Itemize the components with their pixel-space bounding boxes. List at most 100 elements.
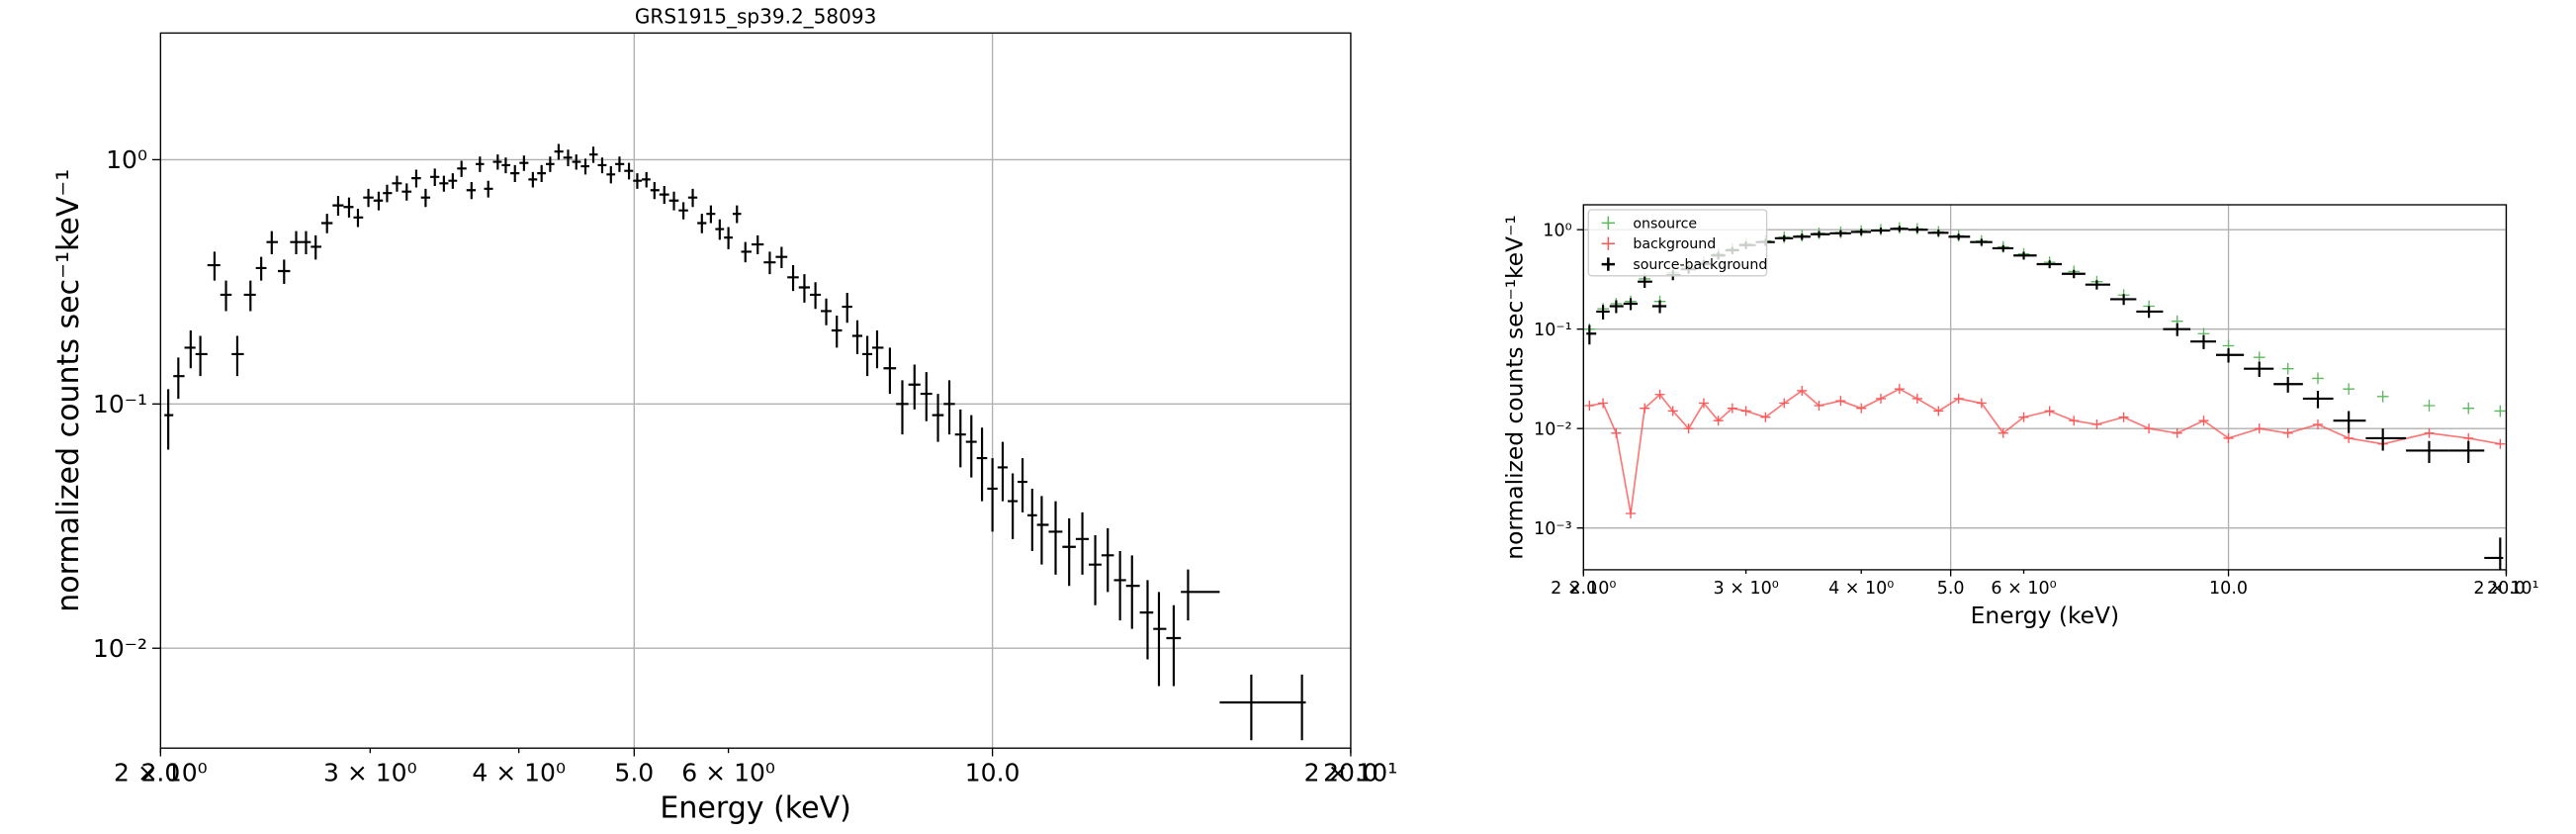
error-bar xyxy=(1810,231,1830,238)
error-bar xyxy=(1048,501,1063,575)
error-bar xyxy=(343,197,354,218)
error-bar xyxy=(243,280,256,312)
y-axis-label: normalized counts sec⁻¹keV⁻¹ xyxy=(51,169,86,612)
x-tick-label: 20.0 xyxy=(2487,579,2526,599)
error-bar xyxy=(810,282,822,310)
error-bar xyxy=(687,188,698,208)
error-bar xyxy=(872,329,884,369)
legend-label: background xyxy=(1633,236,1716,252)
error-bar xyxy=(741,241,752,263)
error-bar xyxy=(1871,228,1891,234)
error-bar xyxy=(430,168,440,187)
error-bar xyxy=(1089,535,1102,605)
error-bar xyxy=(1062,518,1076,587)
error-bar xyxy=(207,251,221,281)
x-tick-label: 20.0 xyxy=(1323,759,1378,788)
error-bar xyxy=(715,219,725,240)
error-bar xyxy=(697,214,707,233)
x-tick-label: 10.0 xyxy=(2209,579,2248,599)
error-bar xyxy=(383,184,393,203)
error-bar xyxy=(932,394,944,442)
error-bar xyxy=(466,182,477,200)
error-bar xyxy=(266,231,279,255)
error-bar xyxy=(392,175,402,192)
marker xyxy=(1953,393,1964,404)
error-bar xyxy=(1908,227,1928,233)
error-bar xyxy=(439,175,449,192)
error-bar xyxy=(1793,233,1811,240)
marker xyxy=(1640,403,1650,414)
marker xyxy=(1713,416,1724,426)
error-bar xyxy=(1139,580,1154,660)
error-bar xyxy=(842,293,852,324)
error-bar xyxy=(668,191,679,211)
error-bar xyxy=(650,182,660,200)
error-bar xyxy=(1036,496,1049,565)
error-bar xyxy=(528,171,538,188)
marker xyxy=(2044,406,2055,417)
error-bar xyxy=(580,158,590,175)
error-bar xyxy=(2085,280,2111,290)
error-bar xyxy=(1774,234,1794,242)
error-bar xyxy=(787,265,799,292)
error-bar xyxy=(320,214,333,233)
error-bar xyxy=(2406,440,2449,464)
chart-title: GRS1915_sp39.2_58093 xyxy=(635,4,876,28)
marker xyxy=(1911,393,1922,404)
error-bar xyxy=(1623,298,1639,311)
error-bar xyxy=(624,162,634,180)
error-bar xyxy=(1219,674,1278,741)
error-bar xyxy=(510,164,520,183)
error-bar xyxy=(1277,674,1306,741)
error-bar xyxy=(976,427,988,502)
plot-area xyxy=(1583,222,2507,570)
error-bar xyxy=(1113,550,1126,621)
marker xyxy=(1611,427,1622,438)
marker xyxy=(1667,406,1678,417)
y-tick-label: 10⁰ xyxy=(106,145,147,174)
error-bar xyxy=(554,143,564,160)
marker xyxy=(2254,423,2265,434)
x-tick-label: 2.0 xyxy=(1569,579,1597,599)
legend-marker xyxy=(1601,257,1616,271)
marker xyxy=(1814,401,1824,412)
error-bar xyxy=(2163,323,2191,336)
x-axis-label: Energy (keV) xyxy=(1971,602,2119,629)
marker xyxy=(2018,412,2029,422)
y-tick-label: 10⁻¹ xyxy=(93,390,147,418)
legend-label: onsource xyxy=(1633,216,1697,232)
error-bar xyxy=(883,347,897,395)
error-bar xyxy=(278,259,291,284)
error-bar xyxy=(943,380,955,435)
error-bar xyxy=(457,160,467,177)
error-bar xyxy=(1153,592,1167,687)
error-bar xyxy=(1596,305,1610,320)
error-bar xyxy=(332,196,344,216)
error-bar xyxy=(476,156,485,172)
error-bar xyxy=(1166,604,1182,687)
error-bar xyxy=(706,205,716,224)
error-bar xyxy=(411,169,421,188)
error-bar xyxy=(908,364,921,410)
error-bar xyxy=(484,180,493,198)
x-tick-label: 6 × 10⁰ xyxy=(1991,579,2056,599)
error-bar xyxy=(2273,377,2303,393)
error-bar xyxy=(563,149,573,167)
error-bar xyxy=(1992,244,2014,252)
error-bar xyxy=(851,320,863,354)
x-tick-label: 5.0 xyxy=(614,759,654,788)
marker xyxy=(2424,427,2435,438)
marker xyxy=(2423,400,2436,412)
marker xyxy=(1835,396,1846,407)
error-bar xyxy=(987,458,998,532)
marker xyxy=(2172,427,2182,438)
x-tick-label: 3 × 10⁰ xyxy=(323,759,417,788)
error-bar xyxy=(2365,428,2407,451)
marker xyxy=(2118,412,2129,422)
error-bar xyxy=(1026,488,1037,551)
marker xyxy=(2312,372,2324,385)
error-bar xyxy=(1829,230,1851,237)
marker xyxy=(2344,432,2354,443)
